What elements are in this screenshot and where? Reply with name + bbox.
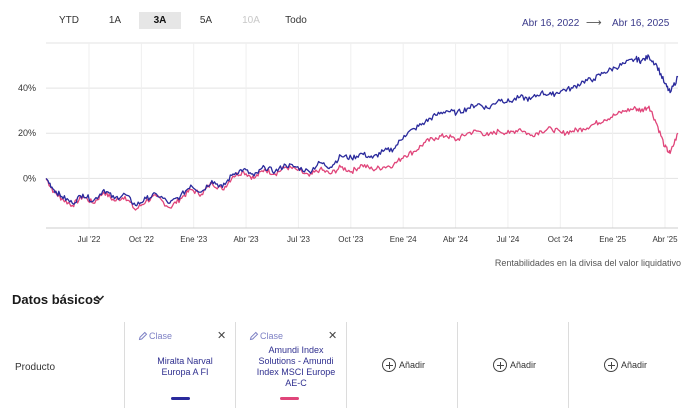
clase-label[interactable]: Clase	[149, 331, 173, 341]
product-name[interactable]: Miralta Narval Europa A FI	[135, 356, 235, 378]
x-tick-label: Oct '23	[338, 235, 364, 244]
y-tick-label: 40%	[18, 83, 36, 93]
add-circle-icon	[382, 358, 396, 372]
close-icon[interactable]: ✕	[217, 330, 227, 342]
product-name[interactable]: Amundi Index Solutions - Amundi Index MS…	[246, 345, 346, 389]
chevron-down-icon[interactable]	[95, 293, 105, 303]
column-divider	[346, 322, 347, 408]
range-selector: YTD 1A 3A 5A 10A Todo Abr 16, 2022 ⟶ Abr…	[0, 0, 690, 40]
chart-footnote: Rentabilidades en la divisa del valor li…	[494, 258, 681, 268]
x-tick-label: Jul '23	[287, 235, 310, 244]
x-tick-label: Oct '24	[548, 235, 574, 244]
column-divider	[235, 322, 236, 408]
x-tick-label: Jul '24	[496, 235, 519, 244]
product-name-line: Index MSCI Europe	[256, 367, 336, 377]
product-card-1: Clase ✕ Miralta Narval Europa A FI	[135, 318, 235, 408]
product-card-2: Clase ✕ Amundi Index Solutions - Amundi …	[246, 318, 346, 408]
date-to[interactable]: Abr 16, 2025	[612, 18, 670, 29]
range-button-todo[interactable]: Todo	[285, 15, 307, 26]
add-product-button[interactable]: Añadir	[493, 358, 543, 374]
series-line	[45, 105, 679, 211]
x-tick-label: Abr '25	[652, 235, 678, 244]
add-product-button[interactable]: Añadir	[382, 358, 432, 374]
date-from[interactable]: Abr 16, 2022	[522, 18, 580, 29]
x-tick-label: Abr '23	[234, 235, 260, 244]
clase-label[interactable]: Clase	[260, 331, 284, 341]
x-tick-label: Oct '22	[129, 235, 155, 244]
series-line	[45, 54, 679, 207]
series-color-swatch	[171, 397, 190, 400]
x-tick-label: Abr '24	[443, 235, 469, 244]
x-tick-label: Jul '22	[78, 235, 101, 244]
column-divider	[568, 322, 569, 408]
x-tick-label: Ene '25	[599, 235, 626, 244]
column-divider	[124, 322, 125, 408]
range-button-1a[interactable]: 1A	[108, 15, 122, 26]
add-label: Añadir	[621, 360, 648, 370]
range-button-5a[interactable]: 5A	[199, 15, 213, 26]
arrow-right-icon: ⟶	[586, 17, 602, 29]
section-title-datos-basicos[interactable]: Datos básicos	[12, 292, 101, 307]
product-comparison-row: Producto Clase ✕ Miralta Narval Europa A…	[0, 318, 690, 408]
y-axis-ticks: 0% 20% 40%	[18, 83, 36, 183]
product-name-line: Miralta Narval	[157, 356, 213, 366]
range-button-ytd[interactable]: YTD	[59, 15, 79, 26]
product-name-line: Amundi Index	[268, 345, 324, 355]
column-divider	[457, 322, 458, 408]
performance-chart: 0%20%40% Jul '22 Oct '22 Ene '23 Abr '23 Jul…	[18, 42, 679, 244]
add-circle-icon	[604, 358, 618, 372]
range-button-10a: 10A	[242, 15, 260, 26]
x-tick-label: Ene '23	[180, 235, 207, 244]
chart-series	[45, 54, 679, 211]
row-label-producto: Producto	[15, 362, 56, 373]
y-tick-label: 0%	[23, 173, 36, 183]
product-name-line: AE-C	[285, 378, 307, 388]
y-tick-label: 20%	[18, 128, 36, 138]
close-icon[interactable]: ✕	[328, 330, 338, 342]
pencil-icon[interactable]	[249, 331, 259, 341]
product-name-line: Solutions - Amundi	[258, 356, 334, 366]
add-label: Añadir	[510, 360, 537, 370]
product-name-line: Europa A FI	[161, 367, 209, 377]
chart-grid	[46, 42, 678, 229]
add-circle-icon	[493, 358, 507, 372]
add-label: Añadir	[399, 360, 426, 370]
series-color-swatch	[280, 397, 299, 400]
range-button-3a[interactable]: 3A	[139, 12, 181, 29]
pencil-icon[interactable]	[138, 331, 148, 341]
add-product-button[interactable]: Añadir	[604, 358, 654, 374]
x-tick-label: Ene '24	[390, 235, 417, 244]
x-axis-ticks: Jul '22 Oct '22 Ene '23 Abr '23 Jul '23 Oct '…	[78, 235, 679, 244]
